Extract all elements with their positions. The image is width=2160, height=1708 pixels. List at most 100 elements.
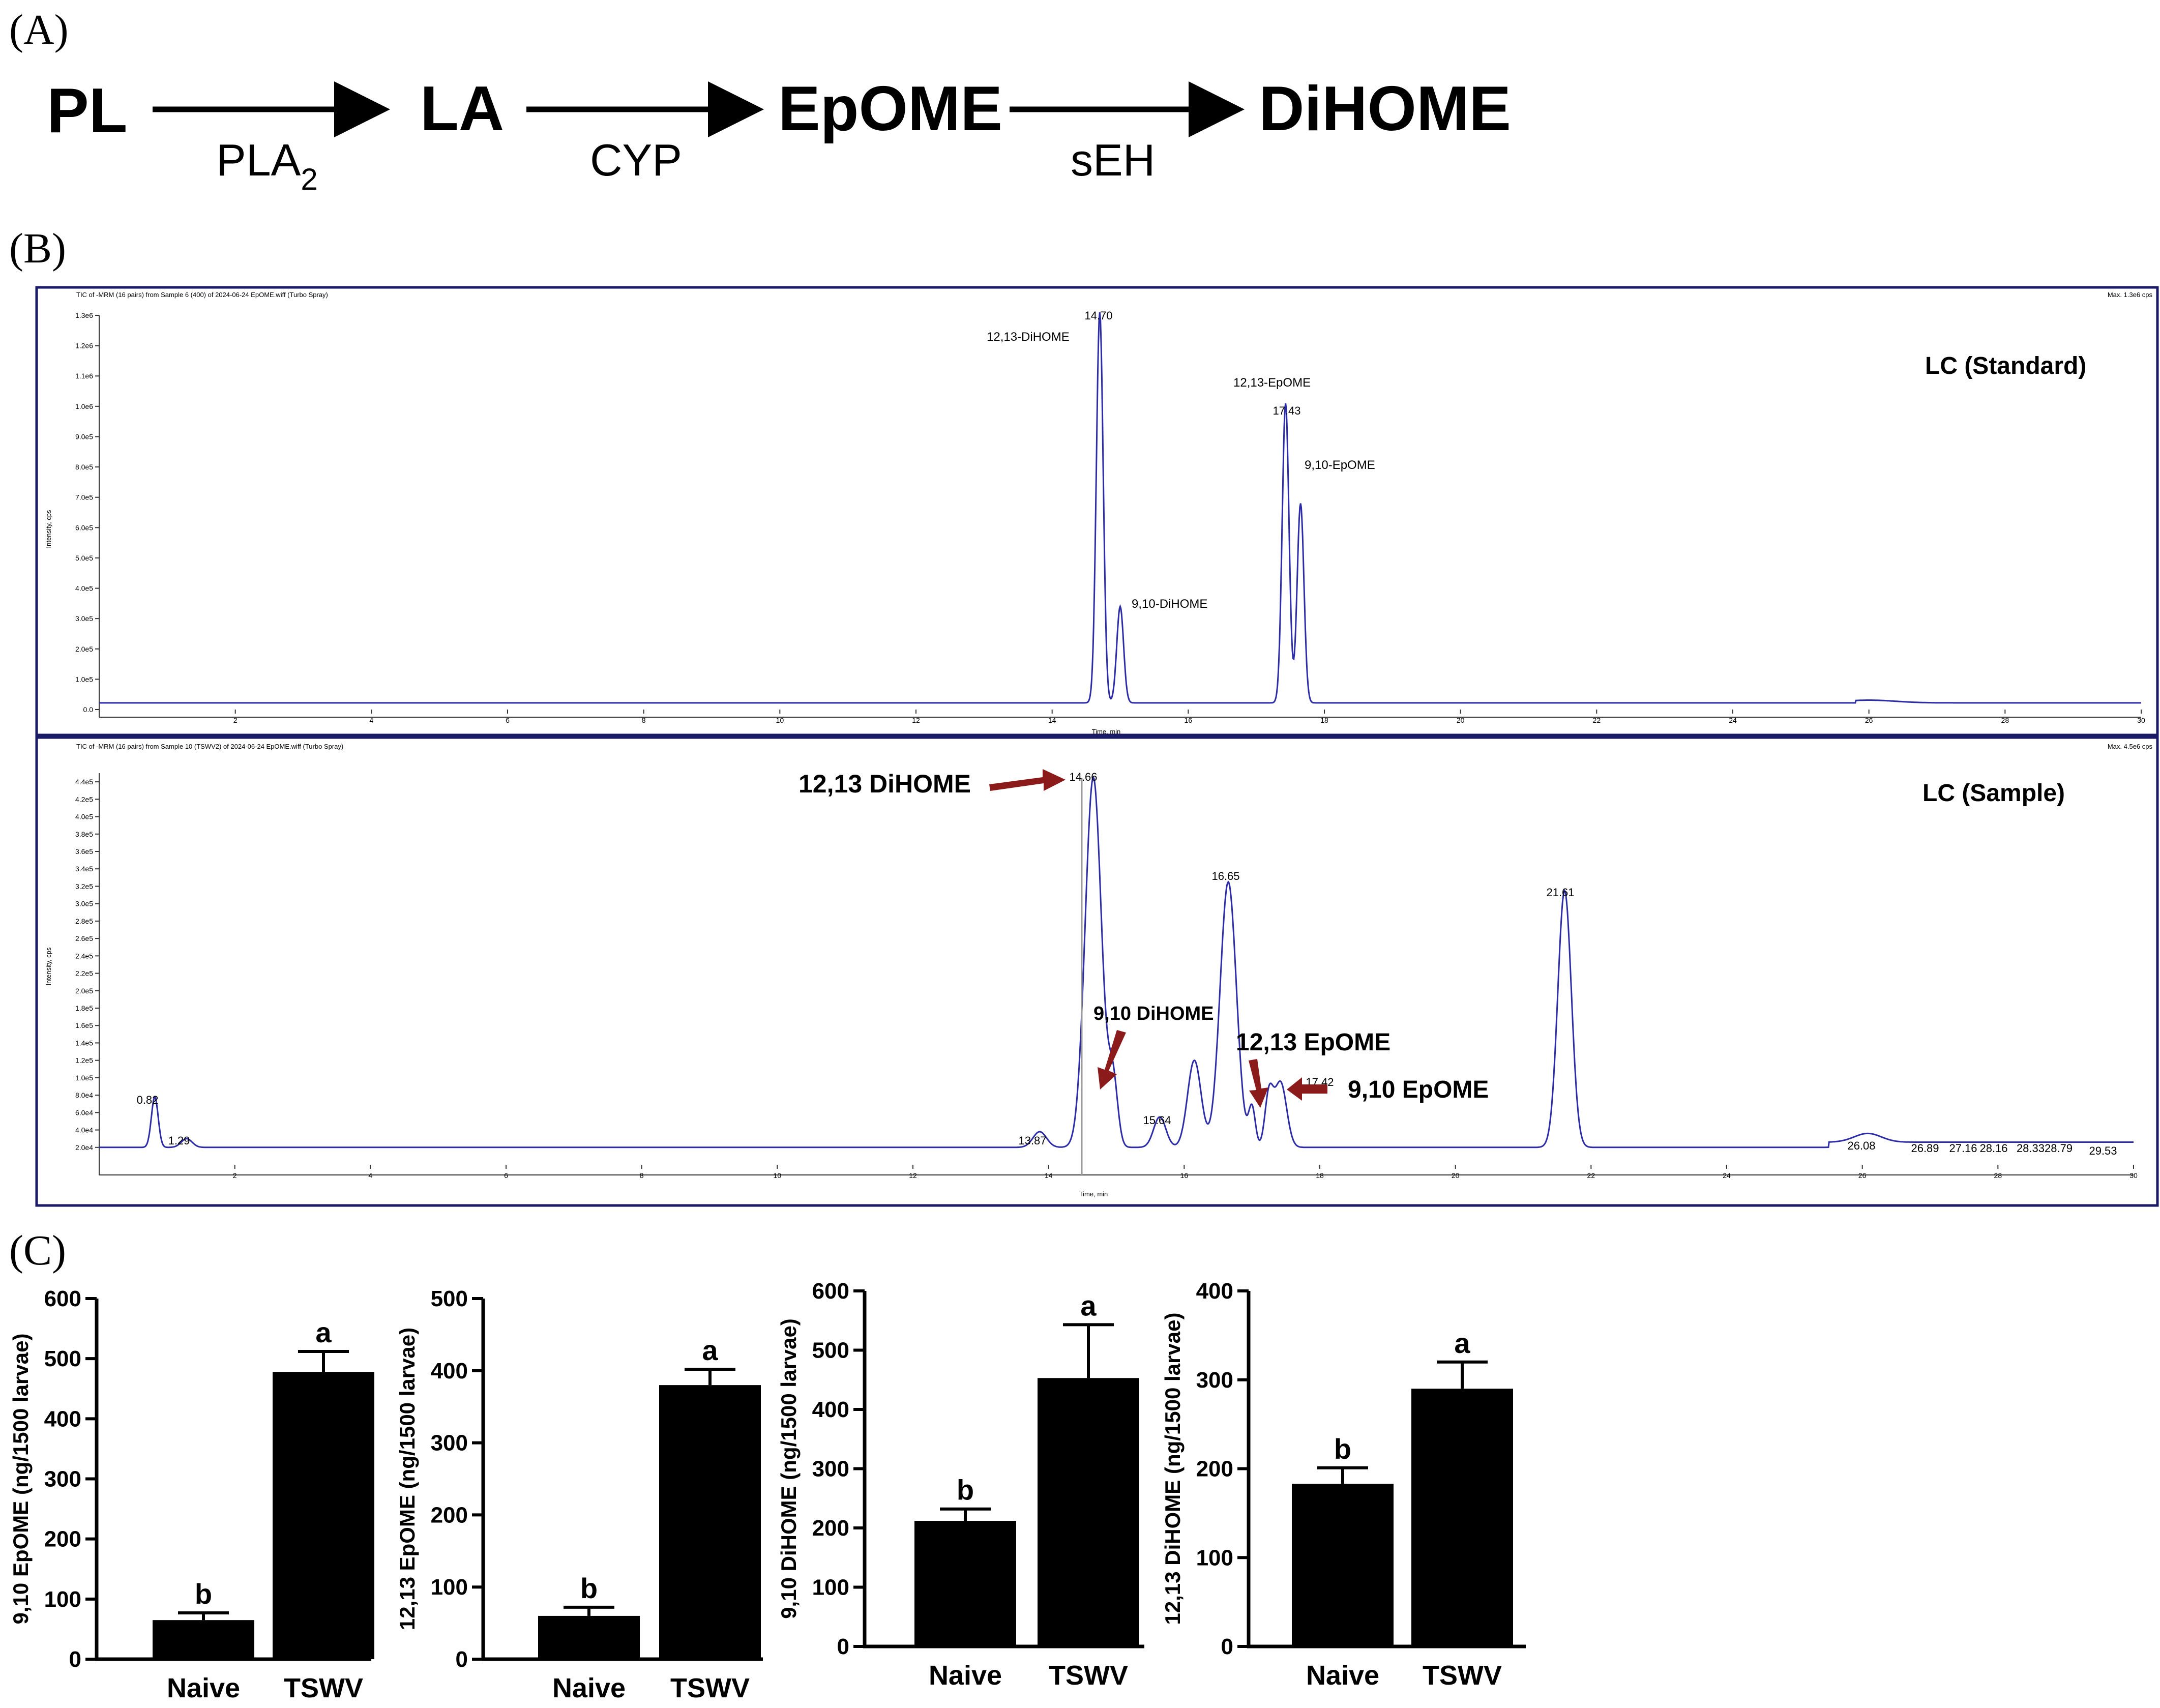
y-tick-label: 4.4e5 [75, 778, 93, 786]
y-tick-label: 3.2e5 [75, 882, 93, 890]
bar-chart-9-10-dihome: 0 100 200 300 400 500 600 9,10 DiHOME (ng/1500 … [777, 1279, 1144, 1691]
x-tick-label: 16 [1180, 1171, 1189, 1180]
pathway-node-dihome: DiHOME [1259, 74, 1511, 144]
x-tick-label: 24 [1729, 716, 1737, 724]
panel-label-a: (A) [9, 6, 69, 53]
x-tick-label: 8 [640, 1171, 644, 1180]
y-tick-label: 1.0e6 [75, 402, 93, 410]
y-tick-label: 1.6e5 [75, 1021, 93, 1029]
sample-compound-label: 9,10 DiHOME [1093, 1003, 1214, 1024]
y-tick-label: 200 [812, 1516, 849, 1541]
y-tick-label: 7.0e5 [75, 493, 93, 502]
standard-compound-label: 9,10-DiHOME [1132, 597, 1207, 611]
y-tick-label: 100 [44, 1587, 81, 1612]
pathway-enzyme-cyp: CYP [590, 135, 682, 185]
sample-peak-number: 14.66 [1069, 771, 1097, 783]
category-label: Naive [552, 1673, 626, 1703]
y-tick-label: 2.4e5 [75, 952, 93, 960]
category-label: TSWV [1049, 1660, 1128, 1691]
significance-letter: a [315, 1316, 332, 1348]
x-tick-label: 12 [912, 716, 920, 724]
y-tick-label: 3.4e5 [75, 865, 93, 873]
significance-letter: a [1454, 1327, 1470, 1359]
x-tick-label: 26 [1858, 1171, 1867, 1180]
y-tick-label: 4.0e5 [75, 584, 93, 593]
sample-compound-label: 12,13 EpOME [1236, 1029, 1390, 1056]
y-tick-label: 2.0e5 [75, 645, 93, 653]
y-tick-label: 8.0e4 [75, 1091, 93, 1099]
standard-header-left: TIC of -MRM (16 pairs) from Sample 6 (40… [76, 291, 328, 299]
pathway-enzyme-seh: sEH [1071, 135, 1155, 185]
y-tick-label: 400 [44, 1406, 81, 1431]
x-tick-label: 30 [2137, 716, 2145, 724]
y-tick-label: 8.0e5 [75, 463, 93, 471]
annotation-arrow [1098, 1030, 1126, 1089]
y-tick-label: 6.0e5 [75, 523, 93, 532]
x-tick-label: 20 [1457, 716, 1465, 724]
pathway-diagram: PL LA EpOME DiHOME PLA2 CYP sEH [47, 74, 1511, 196]
x-tick-label: 20 [1452, 1171, 1460, 1180]
standard-peak-number: 17.43 [1273, 404, 1300, 417]
x-tick-label: 16 [1185, 716, 1193, 724]
y-tick-label: 2.8e5 [75, 917, 93, 925]
x-tick-label: 10 [774, 1171, 782, 1180]
x-tick-label: 26 [1865, 716, 1873, 724]
standard-compound-label: 12,13-DiHOME [987, 330, 1070, 344]
chromatogram-frame-standard [35, 286, 2159, 737]
significance-letter: b [195, 1578, 212, 1610]
bar-chart-12-13-dihome: 0 100 200 300 400 12,13 DiHOME (ng/1500 larva… [1161, 1279, 1526, 1691]
y-tick-label: 4.2e5 [75, 795, 93, 803]
y-tick-label: 2.6e5 [75, 934, 93, 943]
sample-peak-number: 27.16 [1949, 1142, 1977, 1155]
y-tick-label: 1.2e5 [75, 1056, 93, 1065]
annotation-arrow [1249, 1059, 1268, 1108]
x-tick-label: 14 [1045, 1171, 1053, 1180]
category-label: Naive [1306, 1660, 1379, 1691]
sample-peak-number: 21.61 [1546, 886, 1574, 899]
y-tick-label: 300 [812, 1457, 849, 1482]
category-label: Naive [929, 1660, 1002, 1691]
bar-naive [153, 1620, 254, 1659]
y-tick-label: 6.0e4 [75, 1108, 93, 1116]
y-tick-label: 400 [812, 1397, 849, 1422]
significance-letter: a [1080, 1289, 1097, 1321]
y-tick-label: 300 [44, 1467, 81, 1492]
y-tick-label: 600 [44, 1286, 81, 1311]
y-tick-label: 200 [1196, 1457, 1233, 1482]
bar-y-axis-label: 9,10 DiHOME (ng/1500 larvae) [777, 1318, 801, 1619]
x-tick-label: 4 [369, 716, 373, 724]
annotation-arrow [1287, 1077, 1327, 1101]
category-label: TSWV [284, 1673, 363, 1703]
x-tick-label: 6 [504, 1171, 508, 1180]
standard-header-right: Max. 1.3e6 cps [2108, 291, 2153, 299]
y-tick-label: 1.3e6 [75, 311, 93, 319]
x-tick-label: 22 [1587, 1171, 1595, 1180]
bar-y-axis-label: 12,13 EpOME (ng/1500 larvae) [395, 1328, 419, 1630]
y-tick-label: 3.6e5 [75, 847, 93, 856]
y-tick-label: 5.0e5 [75, 554, 93, 562]
y-tick-label: 100 [1196, 1545, 1233, 1570]
y-tick-label: 0.0 [83, 705, 94, 714]
bar-tswv [1038, 1378, 1139, 1646]
sample-title: LC (Sample) [1922, 780, 2065, 807]
y-tick-label: 300 [431, 1431, 468, 1456]
bar-tswv [659, 1385, 761, 1659]
pathway-node-la: LA [420, 74, 504, 144]
standard-compound-label: 9,10-EpOME [1305, 458, 1375, 472]
sample-peak-number: 28.16 [1979, 1142, 2007, 1155]
sample-ticks: 2 4 6 8 10 12 14 16 18 20 22 24 26 28 302.0e44.0e46.0e… [75, 778, 2138, 1180]
standard-title: LC (Standard) [1925, 352, 2086, 379]
x-tick-label: 10 [776, 716, 784, 724]
y-tick-label: 0 [456, 1647, 468, 1672]
sample-peak-number: 28.3328.79 [2017, 1142, 2073, 1155]
sample-peak-number: 16.65 [1211, 870, 1239, 882]
x-tick-label: 6 [506, 716, 510, 724]
y-tick-label: 1.0e5 [75, 675, 93, 683]
bar-y-axis-label: 12,13 DiHOME (ng/1500 larvae) [1161, 1313, 1185, 1625]
bar-tswv [1411, 1389, 1513, 1646]
y-tick-label: 4.0e4 [75, 1126, 93, 1134]
x-tick-label: 28 [2001, 716, 2009, 724]
category-label: Naive [167, 1673, 240, 1703]
standard-peak-number: 14.70 [1084, 309, 1112, 322]
standard-ylabel: Intensity, cps [45, 510, 52, 548]
